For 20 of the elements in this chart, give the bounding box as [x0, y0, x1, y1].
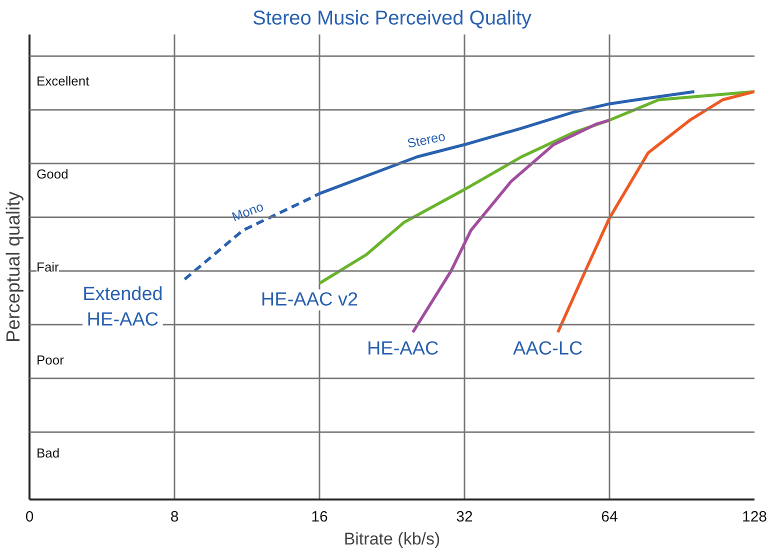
series-label: HE-AAC — [366, 338, 439, 360]
annotation: Good — [36, 166, 68, 182]
x-tick-label: 8 — [170, 508, 179, 526]
annotation: Extended HE-AAC — [82, 284, 163, 330]
text: Mono — [230, 198, 266, 224]
x-tick-label: 64 — [601, 508, 618, 526]
x-tick-label: 128 — [742, 508, 768, 526]
x-tick-label: 0 — [25, 508, 34, 526]
x-axis-title: Bitrate (kb/s) — [344, 530, 440, 548]
annotation: Bad — [36, 446, 60, 460]
text: Excellent — [36, 74, 90, 88]
y-axis-title: Perceptual quality — [4, 190, 24, 343]
x-tick-label: 32 — [456, 508, 473, 526]
series-label: HE-AAC v2 — [260, 289, 358, 310]
text: Stereo — [406, 128, 447, 151]
x-tick-label: 16 — [311, 508, 328, 526]
chart-title: Stereo Music Perceived Quality — [252, 8, 532, 30]
annotation: Fair — [36, 260, 60, 274]
series-label: AAC-LC — [513, 338, 583, 360]
annotation: Poor — [36, 352, 65, 368]
